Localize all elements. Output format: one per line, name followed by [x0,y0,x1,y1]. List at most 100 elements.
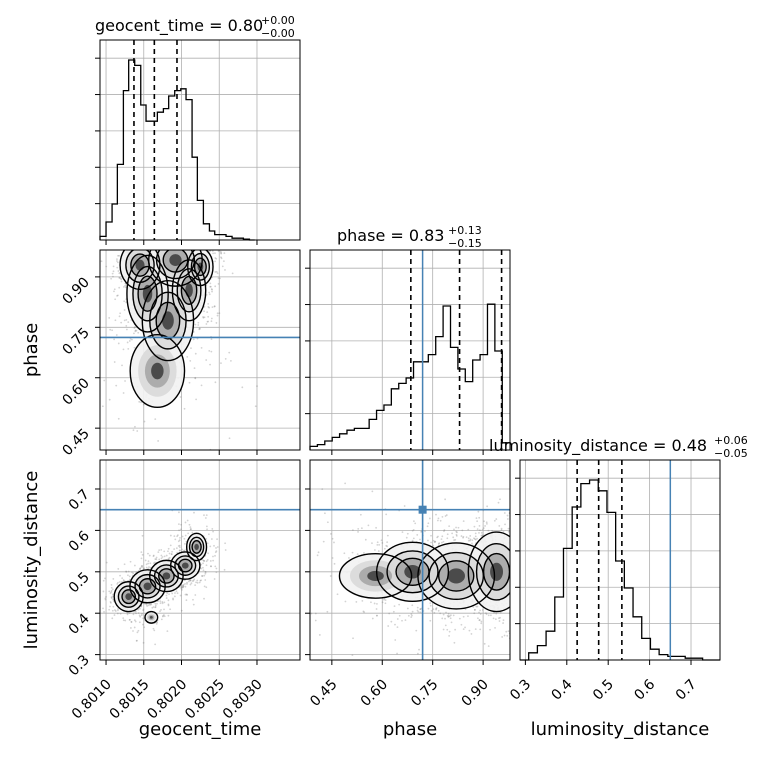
sample-point [219,250,222,253]
sample-point [181,586,184,589]
sample-point [203,597,205,600]
sample-point [220,257,223,260]
sample-point [176,534,179,537]
sample-point [127,570,130,573]
sample-point [176,592,179,595]
sample-point [205,560,208,563]
2d-panel-phase-vs-luminosity-distance [305,459,511,665]
sample-point [118,286,121,289]
sample-point [159,602,162,605]
contour-line-2 [475,542,510,601]
sample-point [159,610,161,613]
sample-point [125,324,128,327]
contour-line-1 [149,559,184,593]
sample-point [140,614,143,617]
sample-point [210,350,213,353]
sample-point [112,605,115,608]
sample-point [209,560,212,562]
sample-point [184,593,187,596]
sample-point [373,602,376,605]
sample-point [117,270,120,272]
sample-point [476,537,479,540]
sample-point [169,534,172,537]
sample-point [144,559,147,562]
sample-point [212,530,214,533]
sample-point [469,539,471,542]
sample-point [154,558,157,560]
sample-point [502,622,504,624]
sample-point [145,563,148,566]
panel-frame [309,459,511,661]
sample-point [152,627,155,630]
sample-point [407,614,410,617]
sample-point [435,607,438,610]
sample-point [172,598,175,601]
sample-point [183,537,186,540]
panel-frame [99,39,301,241]
sample-point [126,613,129,616]
sample-point [125,570,128,573]
sample-point [363,552,365,554]
sample-point [326,521,329,524]
sample-point [195,398,198,401]
sample-point [213,305,216,308]
sample-point [492,617,495,620]
sample-point [373,549,376,551]
sample-point [435,607,438,609]
sample-point [351,551,354,554]
sample-point [507,527,510,530]
title-geocent-time-plus: +0.00 [261,14,295,27]
sample-point [188,381,191,384]
sample-point [460,623,463,626]
sample-point [182,586,184,588]
sample-point [179,536,181,539]
contour-line-2 [117,585,140,608]
contour-line-1 [185,532,208,562]
sample-point [476,605,479,608]
sample-point [177,545,180,547]
sample-point [136,631,139,634]
sample-point [210,565,212,568]
sample-point [506,634,509,637]
sample-point [357,528,360,530]
sample-point [203,316,206,319]
sample-point [161,601,164,603]
sample-point [123,286,125,288]
density-level-4 [169,254,182,267]
sample-point [125,328,128,331]
sample-point [190,347,192,350]
sample-point [165,594,168,597]
sample-point [129,618,131,621]
sample-point [437,542,440,545]
sample-point [214,271,217,273]
sample-point [207,302,210,305]
sample-point [198,581,201,584]
contour-line-1 [338,553,413,599]
sample-point [214,554,216,557]
sample-point [455,534,458,537]
sample-point [443,529,446,531]
sample-point [429,602,432,604]
sample-point [213,305,216,308]
sample-point [203,585,206,588]
density-level-4 [149,616,153,619]
sample-point [363,611,366,614]
sample-point [105,561,108,564]
sample-point [113,338,116,341]
histogram-panel-phase [305,249,511,455]
sample-point [143,420,146,423]
sample-point [468,629,471,632]
sample-point [116,581,119,584]
sample-point [134,610,137,613]
sample-point [471,539,474,542]
sample-point [451,532,454,535]
sample-point [256,385,258,388]
sample-point [193,578,196,581]
sample-point [116,612,119,615]
sample-point [104,597,107,600]
sample-point [210,317,213,320]
sample-point [115,334,118,336]
sample-point [140,551,143,554]
sample-point [122,617,125,620]
sample-point [416,606,419,609]
